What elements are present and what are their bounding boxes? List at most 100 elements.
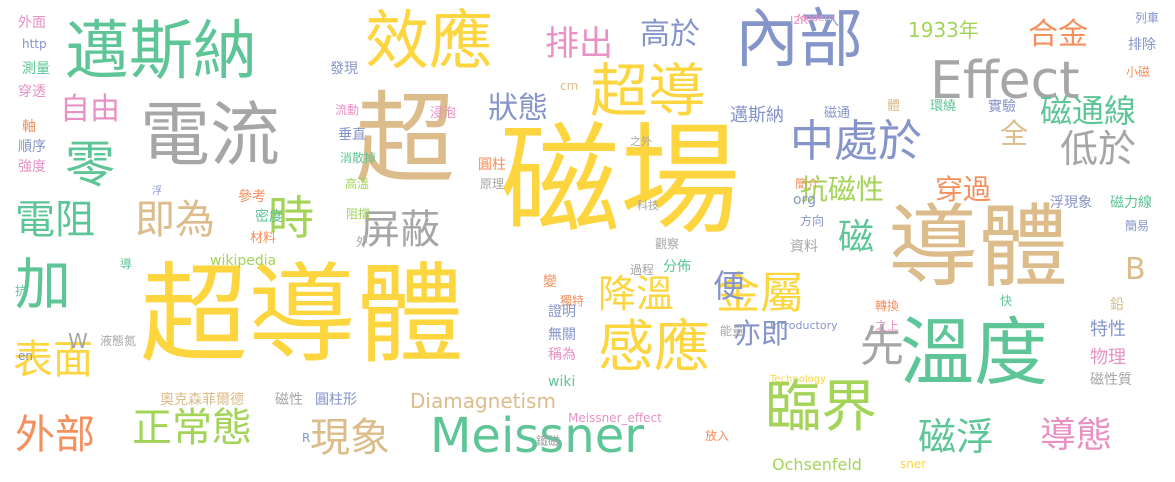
cloud-word: 順序 bbox=[18, 139, 46, 155]
cloud-word: 浸泡 bbox=[430, 106, 457, 121]
cloud-word: 排除 bbox=[1128, 37, 1156, 53]
cloud-word: 電流 bbox=[140, 94, 280, 176]
cloud-word: 零 bbox=[65, 136, 115, 194]
cloud-word: 全 bbox=[1000, 117, 1029, 150]
cloud-word: cm bbox=[560, 79, 579, 93]
cloud-word: Ochsenfeld bbox=[772, 455, 862, 474]
cloud-word: 亦即 bbox=[733, 317, 790, 350]
cloud-word: Meissner_effect bbox=[568, 411, 662, 425]
cloud-word: 實驗 bbox=[988, 99, 1016, 115]
cloud-word: 正常態 bbox=[132, 405, 252, 451]
cloud-word: 溫度 bbox=[900, 310, 1048, 396]
cloud-word: Effect bbox=[930, 51, 1080, 111]
cloud-word: 軸 bbox=[22, 119, 36, 135]
cloud-word: 稱為 bbox=[548, 347, 576, 363]
cloud-word: sner bbox=[900, 457, 927, 471]
cloud-word: 外部 bbox=[15, 412, 95, 458]
cloud-word: 流動 bbox=[335, 103, 360, 117]
cloud-word: 密度 bbox=[255, 209, 283, 225]
cloud-word: 轉換 bbox=[875, 299, 900, 313]
cloud-word: 感應 bbox=[598, 315, 710, 380]
cloud-word: 測量 bbox=[22, 61, 50, 77]
cloud-word: wikipedia bbox=[210, 253, 277, 269]
cloud-word: 小磁 bbox=[1126, 65, 1151, 79]
cloud-word: 便 bbox=[713, 267, 746, 305]
cloud-word: 證明 bbox=[548, 304, 576, 320]
cloud-word: 奧克森菲爾德 bbox=[160, 392, 244, 408]
cloud-word: 臨界 bbox=[765, 375, 877, 440]
cloud-word: Technology bbox=[770, 374, 827, 385]
cloud-word: P bbox=[450, 29, 458, 43]
cloud-word: 原理 bbox=[480, 177, 505, 191]
cloud-word: 低於 bbox=[1060, 127, 1137, 171]
cloud-word: 變 bbox=[543, 274, 557, 290]
cloud-word: 自由 bbox=[60, 92, 120, 127]
cloud-word: 浮現象 bbox=[1050, 195, 1092, 211]
cloud-word: 觀察 bbox=[655, 237, 680, 251]
cloud-word: W bbox=[68, 329, 88, 353]
cloud-word: 磁浮 bbox=[918, 415, 995, 459]
cloud-word: Diamagnetism bbox=[410, 389, 556, 413]
cloud-word: 導態 bbox=[1040, 415, 1113, 456]
cloud-word: 阻擋 bbox=[346, 207, 371, 221]
cloud-word: 時 bbox=[268, 191, 314, 245]
cloud-word: 效應 bbox=[365, 5, 493, 79]
cloud-word: 環繞 bbox=[930, 99, 957, 114]
cloud-word: 排出 bbox=[545, 24, 613, 64]
cloud-word: B bbox=[1125, 252, 1146, 287]
cloud-word: 電阻 bbox=[15, 197, 95, 243]
cloud-word: Meissner bbox=[430, 408, 644, 464]
cloud-word: 邁斯納 bbox=[65, 15, 257, 89]
cloud-word: 能量 bbox=[720, 324, 745, 338]
cloud-word: 獨特 bbox=[560, 294, 585, 308]
cloud-word: 特性 bbox=[1090, 319, 1126, 340]
cloud-word: Modern bbox=[797, 13, 835, 24]
cloud-word: 分佈 bbox=[663, 259, 691, 275]
cloud-word: 無關 bbox=[548, 327, 576, 343]
cloud-word: 體 bbox=[887, 99, 901, 114]
cloud-word: 參考 bbox=[238, 189, 266, 205]
cloud-word: 放入 bbox=[705, 429, 730, 443]
cloud-word: 外 bbox=[356, 235, 369, 249]
cloud-word: 入 bbox=[826, 14, 840, 29]
cloud-word: 超導體 bbox=[140, 253, 465, 378]
cloud-word: 穿過 bbox=[935, 173, 992, 206]
cloud-word: 降溫 bbox=[598, 272, 675, 316]
cloud-word: 過程 bbox=[630, 263, 655, 277]
cloud-word: 科技 bbox=[637, 199, 659, 212]
cloud-word: 浮 bbox=[152, 186, 162, 197]
cloud-word: 高溫 bbox=[345, 177, 370, 191]
cloud-word: 表面 bbox=[13, 337, 93, 383]
cloud-word: 先 bbox=[860, 321, 904, 372]
cloud-word: 簡介 bbox=[795, 177, 820, 191]
cloud-word: 物理 bbox=[1090, 347, 1126, 368]
cloud-word: 磁性 bbox=[275, 392, 303, 408]
cloud-word: 磁力線 bbox=[1110, 195, 1152, 211]
cloud-word: 垂直 bbox=[338, 127, 366, 143]
cloud-word: 磁通線 bbox=[1040, 92, 1137, 130]
cloud-word: 導體 bbox=[888, 195, 1068, 300]
cloud-word: 高於 bbox=[640, 17, 700, 52]
cloud-word: 磁性質 bbox=[1090, 372, 1132, 388]
cloud-word: 列車 bbox=[1135, 11, 1160, 25]
cloud-word: 超 bbox=[355, 81, 455, 198]
cloud-word: 之上 bbox=[875, 319, 900, 333]
cloud-word: 合金 bbox=[1028, 17, 1088, 52]
cloud-word: 液態氮 bbox=[100, 334, 137, 348]
cloud-word: en bbox=[18, 349, 33, 363]
cloud-word: 鉛 bbox=[1110, 297, 1124, 313]
cloud-word: 即為 bbox=[135, 197, 215, 243]
cloud-word: 狀態 bbox=[488, 91, 548, 126]
cloud-word: 穿透 bbox=[18, 84, 46, 100]
cloud-word: 磁 bbox=[838, 217, 875, 258]
cloud-word: 磁通 bbox=[824, 106, 851, 121]
cloud-word: 外面 bbox=[18, 15, 46, 31]
cloud-word: 1933年 bbox=[908, 18, 979, 42]
cloud-word: 快 bbox=[1000, 294, 1013, 308]
cloud-word: 抗磁性 bbox=[800, 173, 885, 206]
cloud-word: 發現 bbox=[330, 61, 358, 77]
cloud-word: Introductory bbox=[770, 319, 838, 332]
cloud-word: 加 bbox=[15, 253, 71, 318]
cloud-word: 鐵磁 bbox=[536, 434, 561, 448]
cloud-word: 強度 bbox=[18, 159, 46, 175]
